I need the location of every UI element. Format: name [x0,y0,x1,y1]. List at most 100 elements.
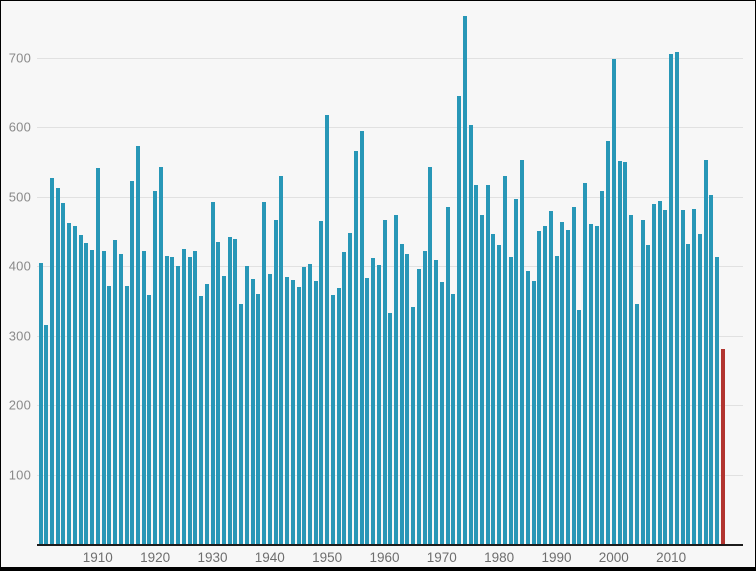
bar-2008 [657,201,662,544]
gridline-400 [37,266,743,267]
bar-1937 [250,279,255,544]
bar-1931 [216,242,221,544]
gridline-600 [37,127,743,128]
bar-1975 [468,124,473,544]
bar-1917 [136,145,140,544]
bar-1904 [61,202,66,544]
bar-1934 [233,238,238,544]
bar-1944 [290,279,295,544]
bar-1968 [428,166,433,544]
bar-1995 [583,183,588,544]
bar-1945 [296,286,301,544]
x-axis-tick-label: 1950 [312,550,343,565]
bar-1902 [50,177,54,544]
bar-1930 [210,202,215,544]
bar-1920 [153,190,158,544]
bar-1925 [181,248,186,544]
bar-1986 [531,280,536,544]
bar-1900 [38,262,43,544]
bar-1929 [204,284,209,544]
bar-1973 [457,95,461,544]
y-axis-tick-label: 300 [8,328,31,343]
bar-1921 [158,167,163,544]
bar-1912 [107,285,112,544]
bar-1997 [594,225,599,544]
bar-2009 [663,210,668,544]
bar-1954 [348,232,353,544]
bar-1926 [187,257,192,544]
bar-1965 [411,307,416,544]
bar-2017 [709,195,714,544]
y-axis-tick-label: 100 [8,467,31,482]
bar-1936 [244,266,249,544]
x-axis-tick-label: 1940 [254,550,285,565]
bar-2000 [611,58,616,544]
bar-1922 [164,255,169,544]
bar-2016 [703,159,708,544]
x-axis-tick-label: 1910 [82,550,113,565]
bar-2012 [680,210,685,544]
bar-1961 [388,312,393,544]
bar-2005 [640,220,645,544]
bar-1957 [365,277,370,544]
bar-1970 [439,282,444,544]
bar-1919 [147,295,152,544]
bar-2011 [674,51,679,544]
bar-2014 [692,209,697,544]
y-axis-tick-label: 200 [8,397,31,413]
bar-1977 [479,215,484,544]
bar-1960 [382,220,387,544]
y-axis-tick-label: 700 [8,50,31,65]
bar-1924 [176,266,181,544]
bar-1952 [336,288,341,544]
bar-1988 [543,226,547,544]
bar-1999 [606,140,611,544]
bar-1916 [130,180,135,544]
y-axis-tick-label: 600 [8,119,31,135]
bar-1901 [44,325,49,544]
bar-1990 [554,255,559,544]
bar-1955 [353,150,358,544]
bar-1915 [124,285,129,544]
bar-1927 [193,251,198,544]
bar-1980 [497,245,502,544]
bar-1956 [359,130,364,544]
bar-1953 [342,252,347,544]
bar-1910 [95,168,100,544]
bar-1998 [600,190,605,544]
bar-1906 [72,226,77,544]
bar-2010 [669,54,674,544]
bar-1982 [508,257,513,544]
bar-1981 [502,175,507,544]
bar-1984 [520,159,525,544]
bar-1962 [393,215,398,544]
bar-1914 [118,254,123,544]
x-axis-tick-label: 1970 [426,550,457,565]
bar-1941 [273,220,278,544]
bar-1913 [113,240,117,544]
bar-1951 [330,294,335,544]
bar-1994 [577,309,582,544]
bar-1911 [101,250,106,544]
bar-1987 [537,230,542,544]
bar-1938 [256,293,261,544]
bar-1976 [474,185,479,544]
bar-1983 [514,199,519,544]
bar-1996 [588,223,593,544]
bar-1939 [262,202,267,544]
x-axis-line [37,544,743,546]
bar-1972 [451,293,456,544]
bar-2015 [697,234,702,544]
x-axis-tick-label: 2010 [656,550,687,565]
bar-2018 [715,257,719,544]
bar-1963 [399,243,404,544]
x-axis-tick-label: 2000 [598,550,629,565]
bar-1991 [560,222,565,544]
bar-2002 [623,161,628,545]
bar-1948 [313,280,318,544]
x-axis-tick-label: 1930 [197,550,228,565]
bar-1979 [491,234,496,544]
bar-1905 [67,222,72,544]
bar-2001 [617,161,622,544]
bar-1974 [462,15,467,544]
